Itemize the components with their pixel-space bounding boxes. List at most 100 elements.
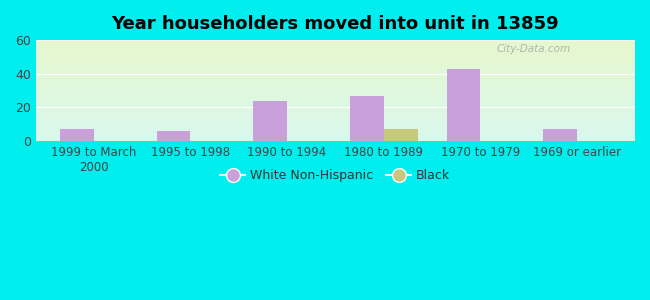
Bar xyxy=(36,75,635,76)
Title: Year householders moved into unit in 13859: Year householders moved into unit in 138… xyxy=(112,15,559,33)
Bar xyxy=(36,87,635,88)
Bar xyxy=(36,104,635,105)
Bar xyxy=(36,53,635,54)
Bar xyxy=(36,72,635,73)
Bar xyxy=(36,136,635,137)
Bar xyxy=(36,111,635,112)
Bar xyxy=(36,50,635,51)
Bar xyxy=(36,71,635,72)
Bar xyxy=(36,46,635,47)
Bar xyxy=(36,63,635,64)
Bar xyxy=(36,137,635,138)
Bar xyxy=(36,101,635,102)
Bar xyxy=(36,82,635,83)
Bar xyxy=(36,126,635,127)
Bar xyxy=(350,96,384,141)
Bar xyxy=(36,62,635,63)
Bar xyxy=(36,47,635,48)
Bar xyxy=(36,110,635,111)
Bar xyxy=(36,140,635,141)
Bar xyxy=(36,57,635,58)
Bar xyxy=(36,40,635,41)
Bar xyxy=(36,60,635,61)
Bar xyxy=(36,132,635,133)
Bar xyxy=(36,130,635,131)
Bar xyxy=(36,118,635,119)
Bar xyxy=(36,94,635,95)
Bar xyxy=(36,131,635,132)
Bar xyxy=(36,96,635,97)
Bar xyxy=(36,121,635,122)
Bar xyxy=(36,120,635,121)
Bar xyxy=(447,69,480,141)
Bar xyxy=(36,115,635,116)
Bar xyxy=(36,109,635,110)
Bar xyxy=(36,69,635,70)
Bar xyxy=(36,95,635,96)
Bar xyxy=(36,122,635,123)
Bar xyxy=(36,134,635,135)
Bar xyxy=(36,49,635,50)
Bar xyxy=(36,133,635,134)
Bar xyxy=(36,135,635,136)
Bar xyxy=(36,139,635,140)
Bar xyxy=(36,76,635,77)
Bar xyxy=(36,58,635,59)
Bar xyxy=(36,56,635,57)
Bar xyxy=(36,100,635,101)
Bar xyxy=(36,97,635,98)
Bar xyxy=(36,113,635,114)
Bar xyxy=(36,44,635,45)
Bar xyxy=(36,81,635,82)
Bar xyxy=(36,54,635,55)
Bar xyxy=(36,92,635,93)
Bar xyxy=(36,52,635,53)
Bar xyxy=(36,61,635,62)
Bar xyxy=(36,79,635,80)
Bar xyxy=(36,107,635,108)
Bar xyxy=(36,114,635,115)
Bar xyxy=(36,125,635,126)
Bar xyxy=(543,129,577,141)
Bar xyxy=(36,64,635,65)
Bar xyxy=(36,48,635,49)
Bar xyxy=(36,129,635,130)
Bar xyxy=(36,67,635,68)
Bar xyxy=(36,128,635,129)
Bar xyxy=(36,55,635,56)
Bar xyxy=(36,98,635,99)
Bar xyxy=(36,116,635,117)
Bar xyxy=(36,123,635,124)
Bar xyxy=(36,51,635,52)
Bar xyxy=(36,45,635,46)
Bar xyxy=(36,102,635,103)
Bar xyxy=(36,78,635,79)
Bar xyxy=(36,84,635,85)
Bar xyxy=(36,86,635,87)
Bar xyxy=(36,112,635,113)
Bar xyxy=(36,103,635,104)
Bar xyxy=(36,106,635,107)
Bar xyxy=(36,66,635,67)
Bar xyxy=(36,138,635,139)
Bar xyxy=(36,136,635,137)
Bar xyxy=(157,131,190,141)
Bar xyxy=(36,108,635,109)
Bar xyxy=(36,74,635,75)
Bar xyxy=(36,91,635,92)
Bar xyxy=(36,68,635,69)
Bar xyxy=(36,89,635,90)
Bar xyxy=(36,80,635,81)
Bar xyxy=(36,99,635,100)
Bar xyxy=(36,65,635,66)
Bar xyxy=(36,70,635,71)
Bar xyxy=(36,42,635,43)
Bar xyxy=(36,90,635,91)
Text: City-Data.com: City-Data.com xyxy=(496,44,570,54)
Bar xyxy=(60,129,94,141)
Bar xyxy=(36,59,635,60)
Bar xyxy=(36,88,635,89)
Bar xyxy=(36,93,635,94)
Bar xyxy=(36,105,635,106)
Legend: White Non-Hispanic, Black: White Non-Hispanic, Black xyxy=(216,164,455,188)
